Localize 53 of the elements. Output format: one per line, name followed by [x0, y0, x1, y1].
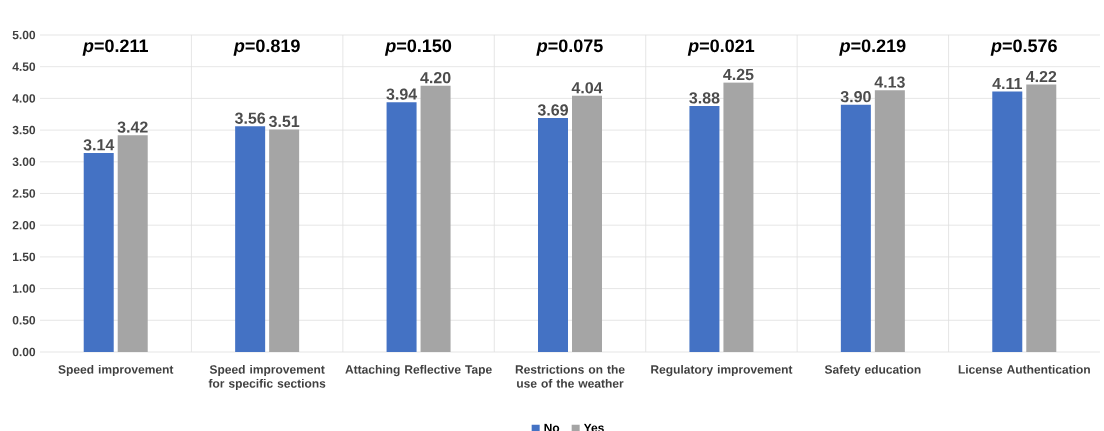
y-tick-label: 1.00: [13, 284, 36, 293]
data-label: 3.69: [537, 104, 568, 116]
data-label: 4.20: [420, 72, 451, 84]
bar: [386, 102, 417, 352]
annotation: p=0.211: [82, 39, 148, 56]
data-label: 3.42: [117, 121, 148, 133]
data-label: 4.11: [992, 78, 1022, 90]
annotation: p=0.150: [384, 39, 452, 56]
data-label: 3.14: [83, 139, 115, 151]
data-label: 3.88: [689, 92, 720, 104]
data-label: 3.51: [268, 115, 300, 128]
data-label: 4.04: [571, 82, 603, 94]
bar: [420, 85, 451, 352]
bar: [538, 118, 568, 352]
y-tick-label: 0.00: [12, 347, 36, 357]
y-tick-label: 5.00: [12, 30, 36, 40]
data-label: 3.94: [386, 88, 418, 100]
bar: [874, 90, 905, 352]
y-tick-label: 4.50: [12, 62, 36, 71]
annotation: p=0.219: [839, 39, 906, 56]
bar: [572, 95, 602, 352]
data-label: 3.90: [840, 90, 871, 103]
y-tick-label: 2.50: [12, 189, 36, 198]
bar: [1026, 84, 1057, 352]
annotation: p=0.576: [990, 39, 1057, 56]
bar: [117, 135, 148, 352]
y-tick-label: 3.00: [12, 157, 36, 167]
x-tick-label: License Authentication: [958, 364, 1090, 374]
x-tick-label: Attaching Reflective Tape: [345, 364, 492, 377]
data-label: 4.22: [1025, 70, 1057, 83]
bar: [840, 104, 871, 352]
bar: [269, 129, 300, 352]
bar: [723, 82, 754, 352]
x-tick-label: Regulatory improvement: [651, 364, 793, 377]
bar: [992, 91, 1023, 352]
y-tick-label: 1.50: [13, 252, 36, 262]
x-tick-label: Safety education: [824, 364, 921, 377]
y-tick-label: 2.00: [12, 220, 36, 230]
data-label: 3.56: [234, 112, 266, 124]
x-tick-label: Speed improvement: [58, 364, 174, 377]
annotation: p=0.819: [233, 39, 300, 56]
y-tick-label: 0.50: [12, 316, 36, 325]
bar: [235, 126, 266, 352]
bar: [83, 152, 114, 352]
y-tick-label: 3.50: [12, 125, 36, 135]
x-tick-label: Speed improvement for specific sections: [208, 364, 326, 391]
data-label: 4.25: [723, 68, 754, 81]
data-label: 4.13: [874, 76, 905, 88]
x-tick-label: Restrictions on the use of the weather: [515, 364, 625, 388]
annotation: p=0.075: [536, 39, 603, 56]
annotation: p=0.021: [687, 39, 755, 56]
y-tick-label: 4.00: [12, 94, 36, 103]
bar: [689, 106, 720, 352]
